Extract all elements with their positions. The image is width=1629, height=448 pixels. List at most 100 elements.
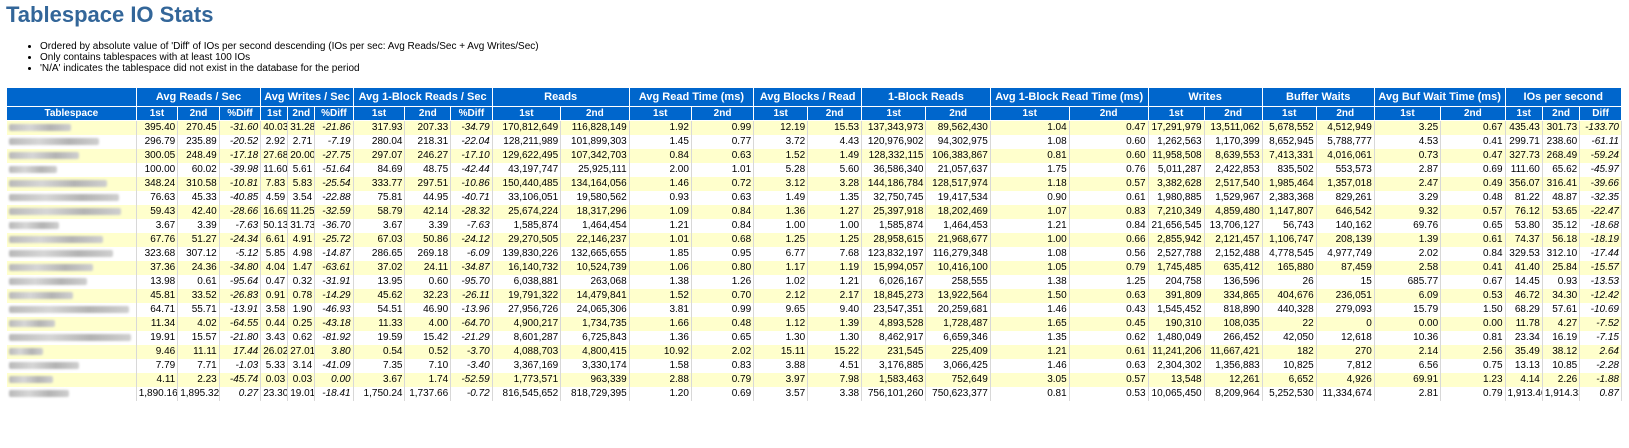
table-cell: 3,066,425	[925, 359, 991, 373]
table-cell: 13.13	[1505, 359, 1543, 373]
table-cell: 26.02	[260, 345, 289, 359]
table-cell: 6,026,167	[861, 275, 927, 289]
table-cell: 16.19	[1542, 331, 1581, 345]
table-cell: -39.98	[219, 163, 262, 177]
table-cell: 835,502	[1262, 163, 1317, 177]
table-cell: 3.28	[807, 177, 863, 191]
table-cell: 42,050	[1262, 331, 1317, 345]
table-cell: 7.79	[136, 359, 179, 373]
table-cell: 8,652,945	[1262, 135, 1317, 149]
table-cell: 4,778,545	[1262, 247, 1317, 261]
table-cell: 0.61	[177, 275, 220, 289]
table-cell: 2.14	[1374, 345, 1442, 359]
table-cell: 4.91	[287, 233, 316, 247]
table-cell: 4.00	[404, 317, 452, 331]
table-row: 100.00 60.02 -39.98 11.60 5.61 -51.64 84.69 48.…	[6, 163, 1622, 177]
table-cell: 11.33	[353, 317, 406, 331]
table-cell: 11,667,421	[1204, 345, 1263, 359]
table-cell: 818,890	[1204, 303, 1263, 317]
table-cell: 0.81	[990, 149, 1070, 163]
table-cell: 0.53	[1440, 289, 1506, 303]
table-cell: 0.73	[1374, 149, 1442, 163]
table-cell: 1.66	[629, 317, 692, 331]
tablespace-name-cell	[6, 261, 137, 275]
table-cell: 1.20	[629, 387, 692, 401]
table-cell: 1.36	[753, 205, 809, 219]
table-cell: 17.44	[219, 345, 262, 359]
column-group-header	[6, 87, 137, 107]
table-cell: 1,147,807	[1262, 205, 1317, 219]
table-cell: 4.59	[260, 191, 289, 205]
table-cell: 2.71	[287, 135, 316, 149]
table-cell: 120,976,902	[861, 135, 927, 149]
table-cell: 246.27	[404, 149, 452, 163]
table-cell: 204,758	[1148, 275, 1205, 289]
table-cell: 1,737.66	[404, 387, 452, 401]
table-cell: 3.38	[807, 387, 863, 401]
column-group-header: Avg 1-Block Read Time (ms)	[989, 87, 1149, 107]
table-cell: 14,479,841	[560, 289, 630, 303]
table-cell: 0.83	[1069, 205, 1149, 219]
table-row: 13.98 0.61 -95.64 0.47 0.32 -31.91 13.95 0.60 -9…	[6, 275, 1622, 289]
table-cell: 1.39	[1374, 233, 1442, 247]
table-cell: 1.00	[807, 219, 863, 233]
table-cell: 3.12	[753, 177, 809, 191]
table-cell: 1.49	[807, 149, 863, 163]
table-cell: 1.06	[629, 261, 692, 275]
table-cell: 23.34	[1505, 331, 1543, 345]
column-header: 2nd	[404, 106, 452, 121]
table-cell: 0.41	[1440, 261, 1506, 275]
column-group-header: Avg 1-Block Reads / Sec	[352, 87, 493, 107]
table-cell: 3.58	[260, 303, 289, 317]
tablespace-name-cell	[6, 247, 137, 261]
table-cell: 323.68	[136, 247, 179, 261]
table-cell: 7.68	[807, 247, 863, 261]
table-cell: -34.79	[450, 120, 493, 135]
table-cell: -34.80	[219, 261, 262, 275]
table-cell: 4,977,749	[1316, 247, 1375, 261]
table-cell: 26	[1262, 275, 1317, 289]
tablespace-name-cell	[6, 331, 137, 345]
table-cell: -3.70	[450, 345, 493, 359]
redacted-name	[8, 207, 121, 215]
table-cell: 5,678,552	[1262, 120, 1317, 135]
table-cell: 107,342,703	[560, 149, 630, 163]
table-cell: -10.86	[450, 177, 493, 191]
tablespace-name-cell	[6, 191, 137, 205]
table-cell: 0.57	[1440, 205, 1506, 219]
table-row: 45.81 33.52 -26.83 0.91 0.78 -14.29 45.62 32.23…	[6, 289, 1622, 303]
table-cell: 0.00	[314, 373, 354, 387]
table-cell: 208,139	[1316, 233, 1375, 247]
table-cell: 0.62	[287, 331, 316, 345]
table-cell: 356.07	[1505, 177, 1543, 191]
table-cell: 440,328	[1262, 303, 1317, 317]
table-cell: 33,106,051	[492, 191, 562, 205]
table-cell: -52.59	[450, 373, 493, 387]
table-cell: 0.63	[691, 191, 755, 205]
table-cell: 7.98	[807, 373, 863, 387]
table-cell: 24,065,306	[560, 303, 630, 317]
table-cell: 297.07	[353, 149, 406, 163]
table-cell: 0.32	[287, 275, 316, 289]
table-cell: 4,512,949	[1316, 120, 1375, 135]
table-cell: 0.41	[1440, 135, 1506, 149]
table-cell: 6.77	[753, 247, 809, 261]
table-cell: 327.73	[1505, 149, 1543, 163]
table-cell: 0.47	[260, 275, 289, 289]
table-cell: -45.74	[219, 373, 262, 387]
table-cell: 25.84	[1542, 261, 1581, 275]
table-cell: -36.70	[314, 219, 354, 233]
table-cell: 3,367,169	[492, 359, 562, 373]
table-cell: 1.35	[990, 331, 1070, 345]
table-cell: 2.81	[1374, 387, 1442, 401]
redacted-name	[8, 179, 107, 187]
table-cell: 4,859,480	[1204, 205, 1263, 219]
table-cell: 0.81	[990, 387, 1070, 401]
table-cell: 2,304,302	[1148, 359, 1205, 373]
table-cell: -28.66	[219, 205, 262, 219]
table-cell: 4,926	[1316, 373, 1375, 387]
table-cell: -5.12	[219, 247, 262, 261]
table-cell: 348.24	[136, 177, 179, 191]
table-cell: 269.18	[404, 247, 452, 261]
table-cell: -43.18	[314, 317, 354, 331]
